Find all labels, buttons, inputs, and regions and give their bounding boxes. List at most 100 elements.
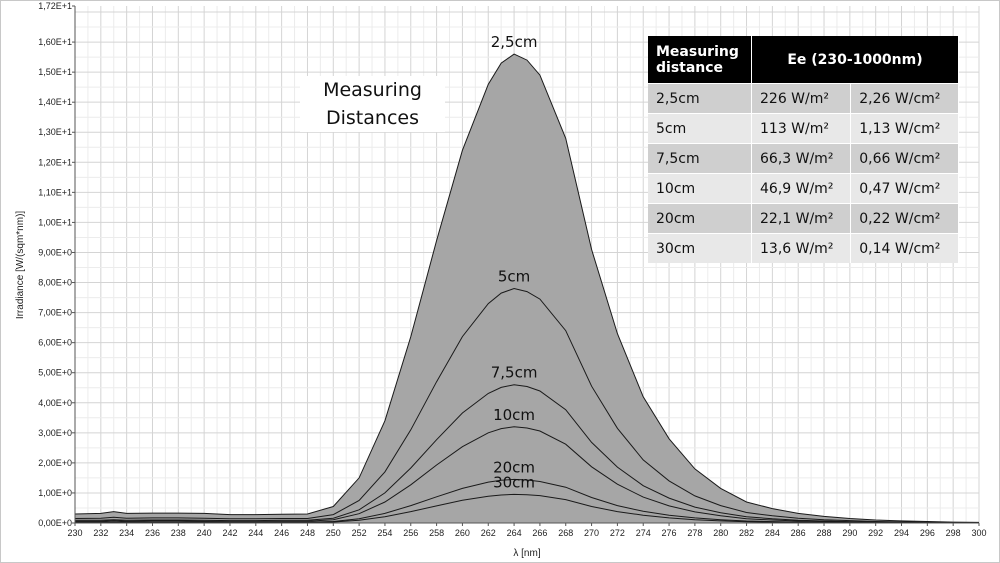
y-tick-label: 5,00E+0 [38, 368, 72, 378]
header-ee: Ee (230-1000nm) [751, 36, 959, 84]
x-tick-label: 300 [971, 528, 986, 538]
x-tick-label: 272 [610, 528, 625, 538]
annotation-line-1: Measuring [323, 79, 422, 101]
y-tick-label: 1,00E+0 [38, 488, 72, 498]
header-measuring-distance: Measuring distance [648, 36, 752, 84]
curve-label-5: 30cm [493, 473, 535, 491]
x-tick-label: 240 [197, 528, 212, 538]
series-line-2 [75, 384, 980, 524]
axes [74, 6, 979, 524]
series-line-1 [74, 287, 980, 524]
ee-w-per-m2-cell: 66,3 W/m² [751, 143, 852, 174]
distance-cell: 5cm [648, 113, 752, 144]
x-tick-label: 230 [67, 528, 82, 538]
x-tick-label: 282 [739, 528, 754, 538]
curve-label-0: 2,5cm [491, 33, 538, 51]
table-row: 7,5cm 66,3 W/m² 0,66 W/cm² [648, 143, 959, 174]
x-tick-label: 242 [222, 528, 237, 538]
area-fill [75, 54, 979, 523]
x-tick-label: 274 [636, 528, 651, 538]
table-row: 5cm 113 W/m² 1,13 W/cm² [648, 113, 959, 144]
measuring-distances-annotation: Measuring Distances [300, 76, 445, 132]
curve-label-3: 10cm [493, 406, 535, 424]
x-tick-label: 284 [765, 528, 780, 538]
x-tick-label: 252 [352, 528, 367, 538]
x-tick-label: 288 [817, 528, 832, 538]
x-tick-label: 254 [377, 528, 392, 538]
y-tick-labels: 0,00E+0 1,00E+0 2,00E+0 3,00E+0 4,00E+0 5,00E… [38, 1, 75, 528]
y-tick-label: 1,30E+1 [38, 127, 72, 137]
x-tick-label: 294 [894, 528, 909, 538]
curve-label-1: 5cm [498, 268, 530, 286]
ee-w-per-m2-cell: 226 W/m² [751, 83, 852, 114]
x-tick-label: 278 [687, 528, 702, 538]
annotation-line-2: Distances [326, 107, 419, 129]
y-tick-label: 7,00E+0 [38, 308, 72, 318]
y-tick-label: 4,00E+0 [38, 398, 72, 408]
distance-cell: 2,5cm [648, 83, 752, 114]
ee-w-per-cm2-cell: 2,26 W/cm² [850, 83, 959, 114]
y-tick-label: 1,00E+1 [38, 217, 72, 227]
x-tick-label: 264 [507, 528, 522, 538]
y-tick-label: 8,00E+0 [38, 278, 72, 288]
y-tick-label: 1,10E+1 [38, 187, 72, 197]
x-tick-label: 234 [119, 528, 134, 538]
distance-cell: 20cm [648, 203, 752, 234]
x-tick-label: 246 [274, 528, 289, 538]
y-tick-label: 3,00E+0 [38, 428, 72, 438]
table-header-row: Measuring distance Ee (230-1000nm) [648, 36, 959, 84]
x-tick-label: 244 [248, 528, 263, 538]
x-tick-label: 268 [558, 528, 573, 538]
table-row: 30cm 13,6 W/m² 0,14 W/cm² [648, 233, 959, 263]
x-tick-label: 238 [171, 528, 186, 538]
ee-w-per-cm2-cell: 1,13 W/cm² [850, 113, 959, 144]
ee-w-per-cm2-cell: 0,66 W/cm² [850, 143, 959, 174]
x-tick-label: 258 [429, 528, 444, 538]
x-tick-label: 250 [326, 528, 341, 538]
ee-w-per-m2-cell: 46,9 W/m² [751, 173, 852, 204]
ee-w-per-m2-cell: 22,1 W/m² [751, 203, 852, 234]
x-tick-label: 280 [713, 528, 728, 538]
x-tick-label: 270 [584, 528, 599, 538]
series-line-0 [74, 53, 980, 523]
x-tick-label: 236 [145, 528, 160, 538]
irradiance-table: Measuring distance Ee (230-1000nm) 2,5cm… [648, 36, 959, 263]
table-row: 20cm 22,1 W/m² 0,22 W/cm² [648, 203, 959, 234]
x-tick-label: 248 [300, 528, 315, 538]
y-tick-label: 1,20E+1 [38, 157, 72, 167]
table-body: 2,5cm 226 W/m² 2,26 W/cm² 5cm 113 W/m² 1,13 W… [648, 83, 959, 263]
y-tick-label: 1,72E+1 [38, 1, 72, 11]
x-tick-label: 290 [842, 528, 857, 538]
y-tick-label: 2,00E+0 [38, 458, 72, 468]
ee-w-per-cm2-cell: 0,47 W/cm² [850, 173, 959, 204]
distance-cell: 30cm [648, 233, 752, 263]
y-tick-label: 9,00E+0 [38, 247, 72, 257]
x-tick-label: 266 [532, 528, 547, 538]
x-tick-label: 276 [662, 528, 677, 538]
ee-w-per-cm2-cell: 0,14 W/cm² [850, 233, 959, 263]
y-tick-label: 1,40E+1 [38, 97, 72, 107]
x-tick-label: 232 [93, 528, 108, 538]
x-tick-labels: 230 232 234 236 238 240 242 244 246 248 250 252 254 2… [67, 523, 987, 538]
ee-w-per-cm2-cell: 0,22 W/cm² [850, 203, 959, 234]
x-axis-label: λ [nm] [513, 548, 540, 559]
curve-label-4: 20cm [493, 458, 535, 476]
spectrum-area [75, 54, 979, 523]
ee-w-per-m2-cell: 113 W/m² [751, 113, 852, 144]
x-tick-label: 256 [403, 528, 418, 538]
x-tick-label: 286 [791, 528, 806, 538]
ee-w-per-m2-cell: 13,6 W/m² [751, 233, 852, 263]
x-tick-label: 298 [946, 528, 961, 538]
distance-cell: 10cm [648, 173, 752, 204]
x-tick-label: 262 [481, 528, 496, 538]
y-tick-label: 1,50E+1 [38, 67, 72, 77]
series-line-3 [75, 426, 980, 524]
curve-label-2: 7,5cm [491, 364, 538, 382]
y-tick-label: 0,00E+0 [38, 518, 72, 528]
x-tick-label: 296 [920, 528, 935, 538]
table-row: 2,5cm 226 W/m² 2,26 W/cm² [648, 83, 959, 114]
table-row: 10cm 46,9 W/m² 0,47 W/cm² [648, 173, 959, 204]
y-tick-label: 1,60E+1 [38, 37, 72, 47]
y-tick-label: 6,00E+0 [38, 338, 72, 348]
